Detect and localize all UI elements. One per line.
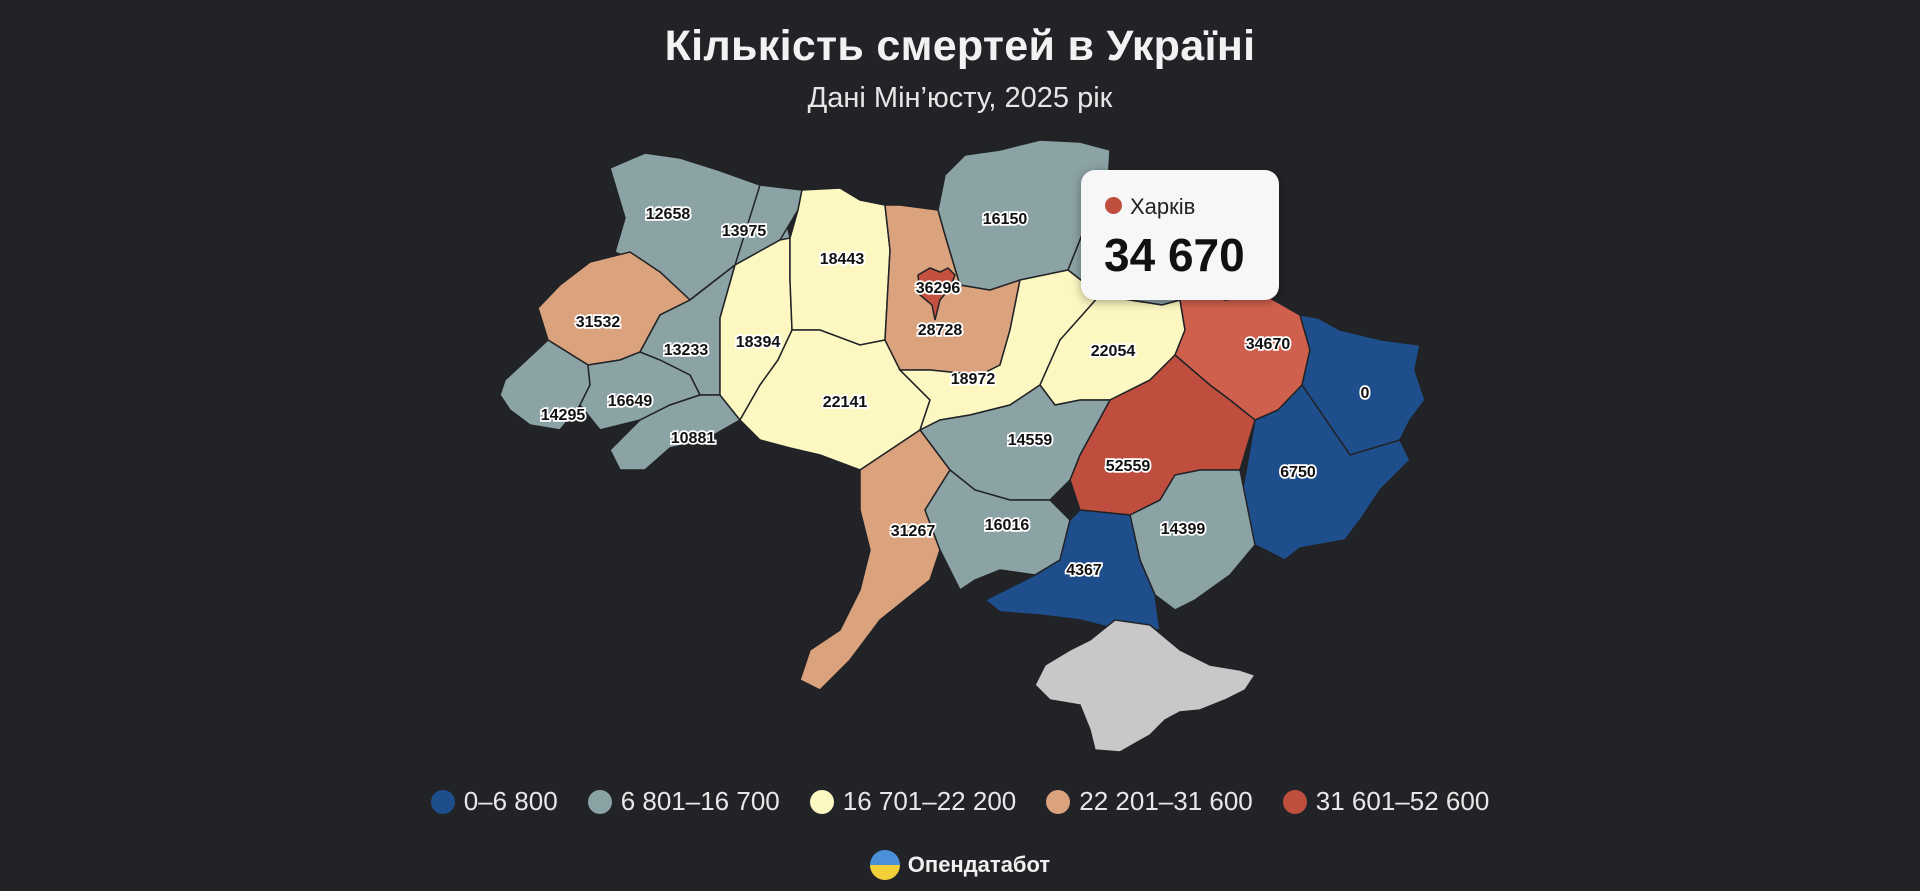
region-value-label-kyiv-city: 36296 bbox=[916, 280, 961, 297]
tooltip-region-name: Харків bbox=[1130, 194, 1196, 219]
region-value-label-zhytomyr: 18443 bbox=[820, 251, 865, 268]
tooltip-value: 34 670 bbox=[1104, 229, 1245, 281]
region-chernivtsi[interactable] bbox=[609, 394, 742, 471]
region-value-label-dnipropetrovsk: 52559 bbox=[1106, 458, 1151, 475]
legend-swatch bbox=[809, 789, 834, 814]
page-title: Кількість смертей в Україні bbox=[664, 22, 1256, 70]
legend-swatch bbox=[1046, 789, 1071, 814]
region-value-label-ternopil: 13233 bbox=[664, 342, 709, 359]
map-legend: 0–6 800 6 801–16 700 16 701–22 200 22 20… bbox=[0, 786, 1920, 817]
legend-label: 0–6 800 bbox=[463, 786, 558, 816]
region-value-label-zakarpattia: 14295 bbox=[541, 407, 586, 424]
legend-label: 31 601–52 600 bbox=[1315, 786, 1490, 816]
region-value-label-chernivtsi: 10881 bbox=[671, 430, 716, 447]
region-value-label-kherson: 4367 bbox=[1066, 562, 1102, 579]
tooltip-color-dot bbox=[1105, 197, 1122, 214]
legend-item-range-3[interactable]: 16 701–22 200 bbox=[809, 786, 1017, 817]
region-rivne[interactable] bbox=[733, 184, 803, 267]
brand-footer[interactable]: Опендатабот bbox=[0, 850, 1920, 880]
region-value-label-vinnytsia: 22141 bbox=[823, 394, 868, 411]
region-value-label-mykolaiv: 16016 bbox=[985, 517, 1030, 534]
legend-swatch bbox=[430, 789, 455, 814]
legend-label: 16 701–22 200 bbox=[842, 786, 1017, 816]
region-value-label-luhansk: 0 bbox=[1361, 385, 1370, 402]
region-value-label-khmelnytskyi: 18394 bbox=[736, 334, 781, 351]
region-crimea[interactable] bbox=[1034, 619, 1257, 753]
legend-item-range-5[interactable]: 31 601–52 600 bbox=[1282, 786, 1490, 817]
region-kyiv-city[interactable] bbox=[917, 267, 956, 321]
legend-item-range-2[interactable]: 6 801–16 700 bbox=[587, 786, 780, 817]
legend-label: 22 201–31 600 bbox=[1079, 786, 1253, 816]
opendatabot-logo-icon bbox=[869, 850, 900, 880]
region-value-label-zaporizhzhia: 14399 bbox=[1161, 521, 1206, 538]
legend-item-range-4[interactable]: 22 201–31 600 bbox=[1046, 786, 1253, 817]
region-value-label-volyn: 12658 bbox=[646, 206, 691, 223]
legend-swatch bbox=[587, 789, 612, 814]
region-value-label-poltava: 22054 bbox=[1091, 343, 1136, 360]
region-value-label-chernihiv: 16150 bbox=[983, 211, 1028, 228]
region-value-label-kyiv-oblast: 28728 bbox=[918, 322, 963, 339]
region-donetsk[interactable] bbox=[1239, 383, 1411, 561]
region-value-label-lviv: 31532 bbox=[576, 314, 621, 331]
region-tooltip: Харків 34 670 bbox=[1081, 170, 1279, 300]
region-odesa[interactable] bbox=[799, 428, 951, 691]
legend-item-range-1[interactable]: 0–6 800 bbox=[430, 786, 558, 817]
page-subtitle: Дані Мін’юсту, 2025 рік bbox=[807, 82, 1113, 114]
brand-name: Опендатабот bbox=[907, 852, 1051, 877]
region-value-label-donetsk: 6750 bbox=[1280, 464, 1316, 481]
region-value-label-odesa: 31267 bbox=[891, 523, 936, 540]
region-value-label-rivne: 13975 bbox=[722, 223, 767, 240]
region-value-label-cherkasy: 18972 bbox=[951, 371, 996, 388]
region-value-label-kharkiv: 34670 bbox=[1246, 336, 1291, 353]
region-value-label-kirovohrad: 14559 bbox=[1008, 432, 1053, 449]
legend-label: 6 801–16 700 bbox=[620, 786, 780, 816]
region-value-label-ivano-frankivsk: 16649 bbox=[608, 393, 653, 410]
legend-swatch bbox=[1282, 789, 1307, 814]
